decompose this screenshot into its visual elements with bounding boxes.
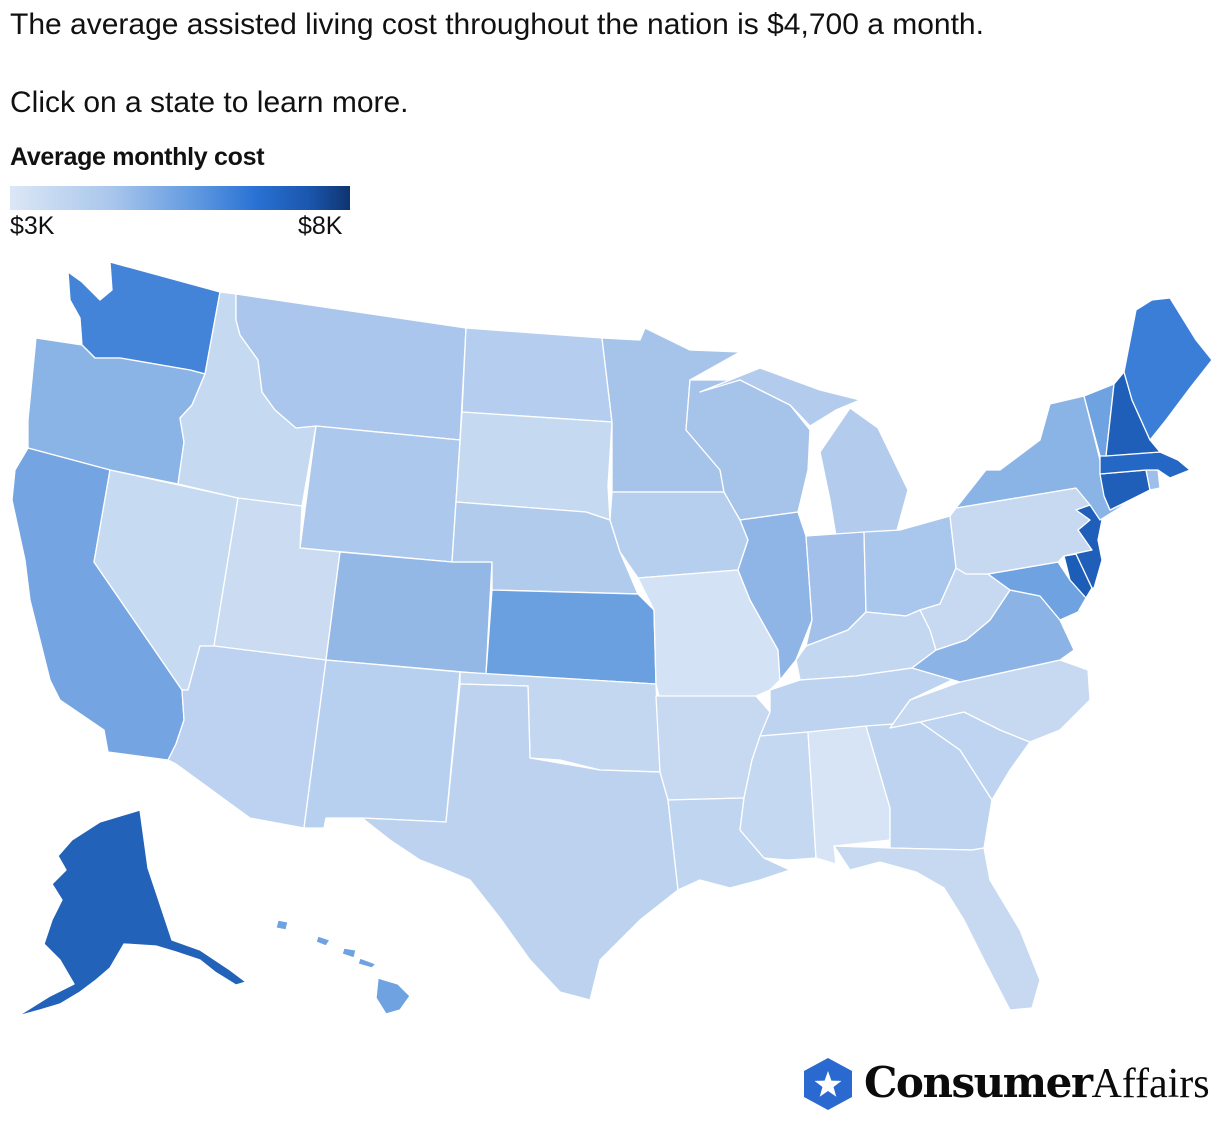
intro-text: The average assisted living cost through… [10, 8, 984, 41]
state-wy[interactable]: Wyoming [299, 425, 461, 563]
legend-max-label: $8K [298, 212, 343, 240]
state-ma[interactable]: Massachusetts [1099, 451, 1191, 479]
state-hi[interactable]: Hawaii [275, 919, 411, 1015]
brand-wordmark: ConsumerAffairs [864, 1058, 1210, 1109]
legend-min-label: $3K [10, 212, 55, 240]
state-nd[interactable]: North Dakota [461, 327, 613, 423]
legend-color-scale [10, 186, 350, 210]
state-fl[interactable]: Florida [833, 845, 1041, 1011]
call-to-action: Click on a state to learn more. [10, 86, 409, 119]
state-co[interactable]: Colorado [325, 551, 493, 675]
state-me[interactable]: Maine [1123, 297, 1213, 441]
state-ak[interactable]: Alaska [17, 809, 247, 1017]
state-il[interactable]: Illinois [737, 511, 813, 681]
state-ks[interactable]: Kansas [485, 589, 657, 685]
consumeraffairs-logo[interactable]: ConsumerAffairs [800, 1054, 1212, 1114]
state-tx[interactable]: Texas [361, 683, 679, 1001]
brand-name-light: Affairs [1091, 1061, 1210, 1107]
star-shield-icon [804, 1058, 852, 1110]
state-nm[interactable]: New Mexico [303, 659, 461, 829]
brand-name-strong: Consumer [864, 1058, 1093, 1107]
state-ia[interactable]: Iowa [609, 491, 749, 579]
state-nj[interactable]: New Jersey [1063, 504, 1103, 589]
state-md[interactable]: Maryland [987, 561, 1087, 621]
state-nc[interactable]: North Carolina [889, 659, 1091, 743]
state-mi[interactable]: Michigan [699, 367, 909, 537]
legend-title: Average monthly cost [10, 143, 265, 171]
